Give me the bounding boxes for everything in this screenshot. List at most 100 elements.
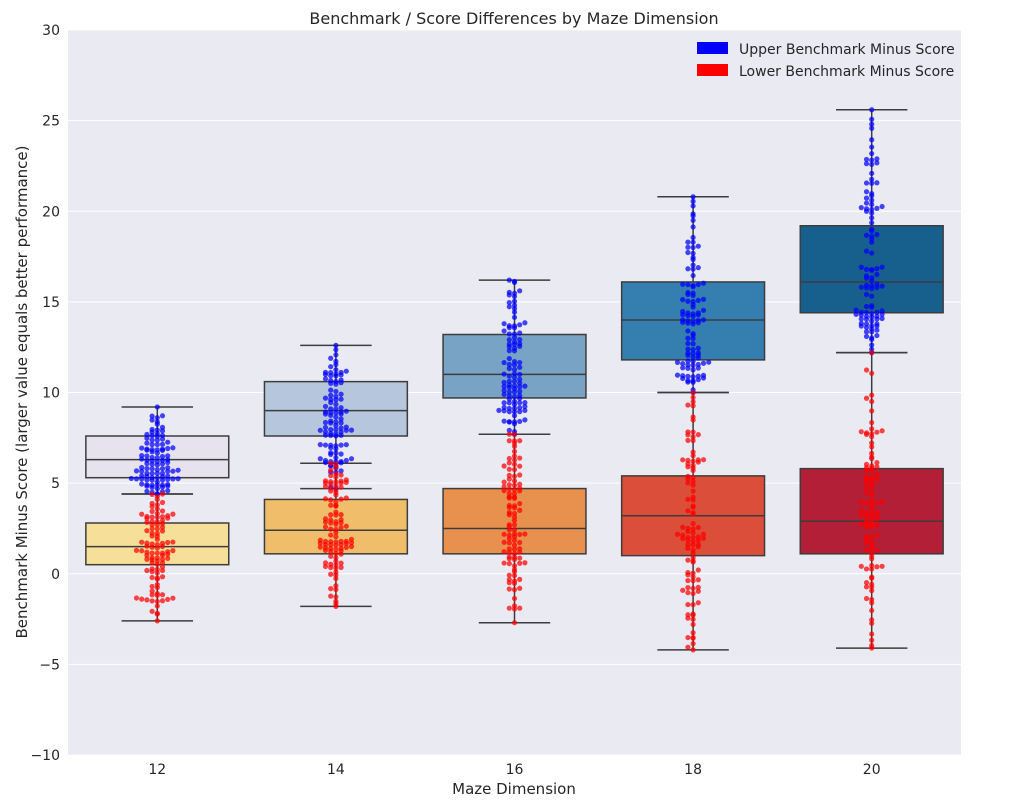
swarm-point (858, 507, 864, 513)
swarm-point (869, 463, 875, 469)
swarm-point (869, 534, 875, 540)
swarm-point (517, 539, 523, 546)
swarm-point (690, 311, 696, 317)
swarm-point (869, 491, 875, 497)
swarm-point (317, 537, 323, 543)
swarm-point (333, 569, 339, 575)
swarm-point (154, 519, 160, 525)
swarm-point (338, 538, 344, 545)
swarm-point (165, 473, 171, 479)
swarm-points (128, 107, 885, 653)
swarm-point (149, 470, 155, 477)
swarm-point (343, 457, 349, 464)
swarm-point (328, 526, 334, 532)
swarm-point (685, 402, 691, 408)
swarm-point (333, 461, 339, 467)
swarm-point (511, 527, 518, 533)
swarm-point (690, 331, 696, 337)
swarm-point (333, 550, 339, 556)
swarm-point (690, 239, 696, 245)
swarm-point (869, 335, 875, 341)
swarm-point (506, 460, 512, 466)
swarm-point (506, 455, 512, 462)
swarm-point (159, 567, 166, 574)
swarm-point (149, 592, 155, 598)
swarm-point (690, 203, 696, 209)
swarm-point (690, 647, 696, 653)
swarm-point (522, 399, 528, 406)
swarm-point (522, 531, 528, 537)
swarm-point (328, 409, 334, 416)
swarm-point (517, 560, 523, 566)
swarm-point (695, 243, 701, 249)
swarm-point (511, 457, 518, 463)
swarm-point (128, 475, 134, 482)
swarm-point (501, 371, 507, 377)
swarm-point (338, 512, 344, 518)
swarm-point (333, 471, 339, 477)
swarm-point (690, 520, 696, 527)
swarm-point (511, 371, 518, 377)
swarm-point (879, 315, 885, 322)
legend-swatch-upper (697, 42, 728, 54)
swarm-point (690, 474, 696, 481)
swarm-point (328, 364, 334, 370)
swarm-point (695, 317, 701, 324)
swarm-point (154, 575, 160, 581)
swarm-point (154, 555, 160, 561)
swarm-point (154, 404, 160, 410)
swarm-point (674, 372, 681, 378)
swarm-point (159, 446, 166, 452)
x-tick-label: 20 (863, 762, 881, 778)
swarm-point (159, 499, 166, 506)
swarm-point (175, 467, 181, 473)
swarm-point (149, 413, 155, 419)
swarm-point (869, 125, 875, 131)
swarm-point (869, 637, 875, 643)
swarm-point (874, 500, 880, 506)
swarm-point (506, 576, 512, 583)
swarm-point (511, 478, 518, 484)
swarm-point (333, 479, 339, 485)
swarm-point (343, 495, 349, 501)
swarm-point (328, 512, 334, 518)
swarm-point (511, 405, 518, 412)
swarm-point (328, 545, 334, 552)
swarm-point (511, 542, 518, 548)
swarm-point (144, 470, 150, 476)
swarm-point (159, 424, 166, 430)
swarm-point (333, 509, 339, 515)
swarm-point (863, 329, 870, 335)
swarm-point (343, 442, 349, 448)
swarm-point (506, 419, 512, 425)
swarm-point (700, 317, 707, 323)
swarm-point (501, 463, 507, 469)
swarm-point (333, 414, 339, 420)
swarm-point (511, 551, 518, 557)
swarm-point (159, 592, 166, 598)
swarm-point (517, 341, 523, 347)
swarm-point (165, 453, 171, 459)
swarm-point (690, 254, 696, 261)
swarm-point (139, 511, 145, 517)
swarm-point (159, 441, 166, 447)
swarm-point (695, 588, 701, 594)
swarm-point (690, 494, 696, 500)
swarm-point (496, 407, 502, 413)
swarm-point (858, 563, 864, 569)
swarm-point (511, 491, 518, 497)
swarm-point (338, 545, 344, 552)
swarm-point (338, 564, 344, 570)
swarm-point (522, 320, 528, 326)
swarm-point (159, 550, 166, 556)
swarm-point (695, 600, 701, 606)
swarm-point (149, 475, 155, 481)
swarm-point (328, 450, 334, 456)
swarm-point (165, 555, 171, 561)
swarm-point (149, 530, 155, 536)
swarm-point (874, 266, 880, 272)
swarm-point (139, 548, 145, 554)
swarm-point (343, 523, 349, 529)
swarm-point (869, 485, 875, 491)
swarm-point (506, 490, 512, 497)
